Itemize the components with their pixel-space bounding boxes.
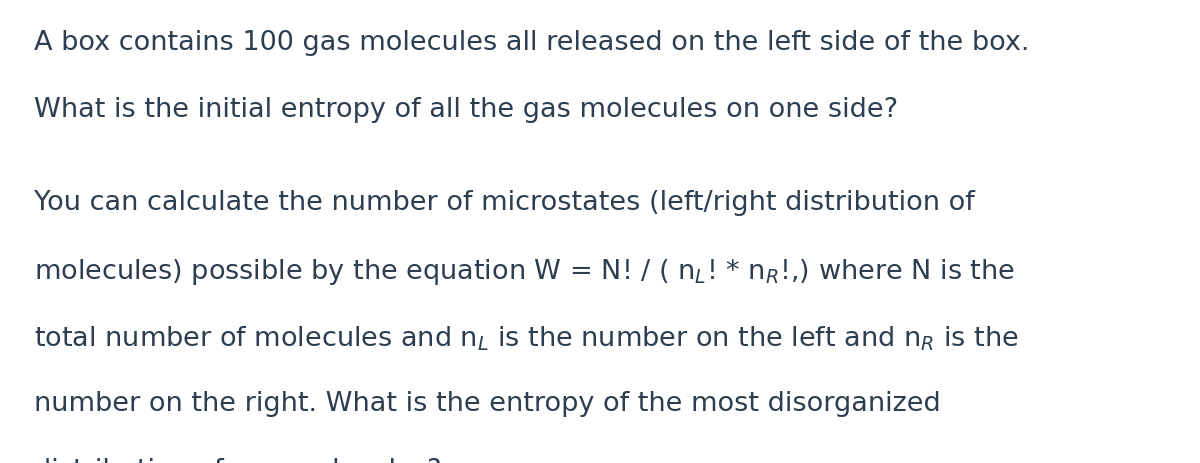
Text: distribution of gas molecules?: distribution of gas molecules? [34, 458, 442, 463]
Text: A box contains 100 gas molecules all released on the left side of the box.: A box contains 100 gas molecules all rel… [34, 30, 1028, 56]
Text: molecules) possible by the equation W = N! / ( n$_{L}$! * n$_{R}$!,) where N is : molecules) possible by the equation W = … [34, 257, 1014, 287]
Text: total number of molecules and n$_{L}$ is the number on the left and n$_{R}$ is t: total number of molecules and n$_{L}$ is… [34, 324, 1019, 353]
Text: What is the initial entropy of all the gas molecules on one side?: What is the initial entropy of all the g… [34, 97, 898, 123]
Text: You can calculate the number of microstates (left/right distribution of: You can calculate the number of microsta… [34, 190, 974, 216]
Text: number on the right. What is the entropy of the most disorganized: number on the right. What is the entropy… [34, 391, 941, 417]
